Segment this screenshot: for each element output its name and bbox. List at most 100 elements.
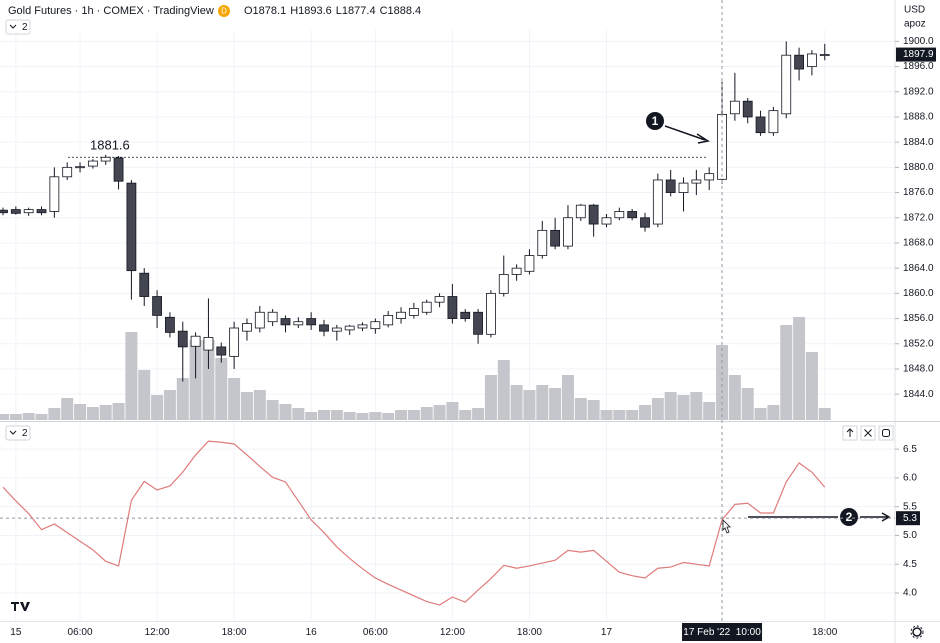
volume-bar [22,413,35,420]
volume-bar [433,405,446,420]
volume-bar [112,403,125,420]
volume-bar [395,410,408,420]
candle-body [781,54,792,115]
y-tick-label: 5.5 [903,501,917,512]
volume-bar [61,398,74,420]
x-tick-label: 06:00 [363,627,388,638]
scale-mode-label[interactable]: apoz [904,19,926,30]
candle-body [139,272,150,297]
y-tick-label: 1868.0 [903,238,934,249]
volume-bar [279,404,292,420]
candle-body [10,209,21,214]
volume-bar [728,375,741,420]
cursor [722,519,731,534]
volume-bar [754,408,767,420]
volume-bar [536,385,549,420]
collapse-button[interactable] [5,19,31,35]
volume-bar [86,407,99,420]
badge: D [221,7,227,16]
volume-bar [138,370,151,420]
volume-bar [574,398,587,420]
indicator-line [2,440,826,606]
annotation-marker [646,112,664,130]
maximize-icon [882,429,890,437]
candle-body [665,179,676,193]
candle-body [511,267,522,275]
volume-bar [677,395,690,420]
candle-body [113,157,124,182]
close-icon [864,429,872,437]
y-tick-label: 1880.0 [903,162,934,173]
x-tick-label: 16 [306,627,318,638]
candle-body [126,182,137,272]
volume-bar [664,392,677,420]
candle-body [627,211,638,219]
collapse-count: 2 [22,22,28,33]
y-tick-label: 1896.0 [903,61,934,72]
volume-bar [125,332,138,420]
candle-body [319,324,329,332]
x-tick-label: 06:00 [68,627,93,638]
annotation-arrow [664,125,710,144]
ohlc-open: O1878.1 [244,5,286,17]
y-tick-label: 1844.0 [903,389,934,400]
candle-body [177,330,188,348]
candle-body [498,274,509,294]
volume-bar [151,395,164,420]
marks-layer [0,41,831,606]
candle-body [190,335,201,347]
collapse-button[interactable] [5,425,31,441]
ohlc-high: H1893.6 [290,5,332,17]
volume-bar [472,408,485,420]
candle-body [768,110,779,134]
currency-label[interactable]: USD [904,5,925,16]
chevron-icon [9,24,17,29]
candle-body [280,318,291,326]
volume-bar [780,325,793,420]
y-tick-label: 1876.0 [903,187,934,198]
candle-body [0,209,8,214]
volume-bar [0,414,9,420]
candle-body [152,296,162,316]
volume-bar [99,405,112,420]
volume-bar [523,390,536,420]
ohlc-low: L1877.4 [336,5,376,17]
crosshair-value-box [896,511,920,526]
volume-bar [767,405,780,420]
candle-body [704,173,715,181]
candle-body [357,324,368,329]
arrow-up-icon [846,428,854,437]
badge-circle [218,5,230,17]
candle-body [396,311,406,319]
y-tick-label: 5.0 [903,530,917,541]
x-tick-label: 15 [10,627,22,638]
tradingview-logo[interactable] [11,602,30,611]
ohlc-close: C1888.4 [380,5,422,17]
volume-bar [35,414,48,420]
x-tick-label: 12:00 [440,627,465,638]
x-tick-label: 12:00 [145,627,170,638]
candle-body [421,301,432,313]
candle-body [460,311,471,319]
candle-body [331,327,342,332]
volume-bar [587,400,600,420]
x-tick-label: 18:00 [517,627,542,638]
level-label: 1881.6 [90,138,130,153]
volume-bar [549,388,562,420]
candle-body [293,321,304,326]
settings-icon[interactable] [912,627,922,637]
y-tick-label: 1884.0 [903,137,934,148]
candle-body [691,179,702,184]
volume-bar [459,410,472,420]
y-tick-label: 1848.0 [903,364,934,375]
maximize-button[interactable] [878,425,894,441]
candle-body [203,337,214,351]
candle-body [755,116,766,134]
volume-bar [805,352,818,420]
y-tick-label: 4.0 [903,588,917,599]
volume-bar [561,375,574,420]
y-tick-label: 1900.0 [903,36,934,47]
volume-bar [202,340,215,420]
candle-body [563,217,573,247]
